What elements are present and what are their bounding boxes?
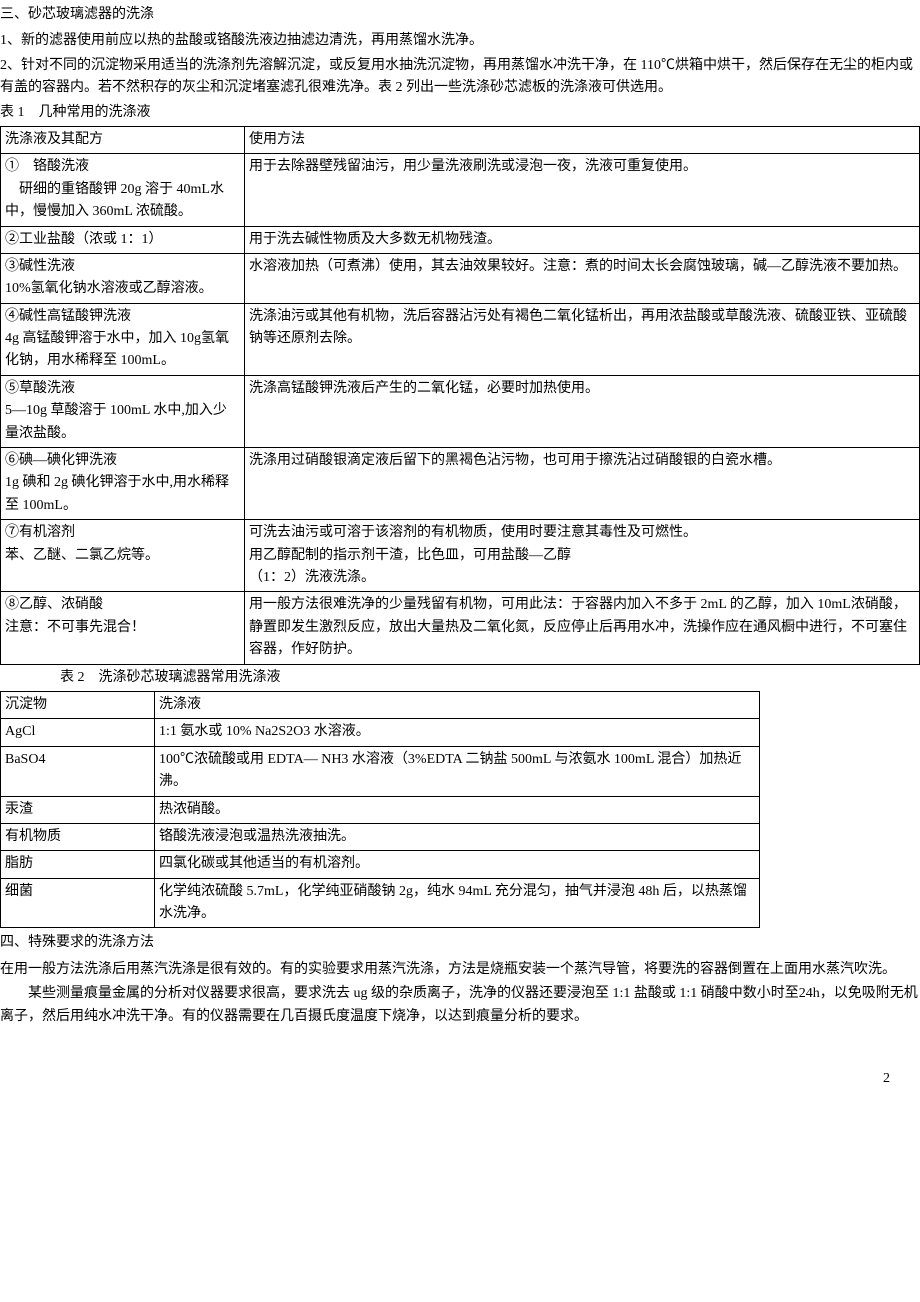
t1r2c1: ③碱性洗液 10%氢氧化钠水溶液或乙醇溶液。 (1, 253, 245, 303)
table-row: ③碱性洗液 10%氢氧化钠水溶液或乙醇溶液。水溶液加热（可煮沸）使用，其去油效果… (1, 253, 920, 303)
page-number: 2 (0, 1068, 920, 1090)
table-row: 汞渣热浓硝酸。 (1, 796, 760, 823)
table2: 沉淀物 洗涤液 AgCl1:1 氨水或 10% Na2S2O3 水溶液。 BaS… (0, 691, 760, 929)
section4-title: 四、特殊要求的洗涤方法 (0, 932, 920, 954)
table-row: AgCl1:1 氨水或 10% Na2S2O3 水溶液。 (1, 719, 760, 746)
t1r0c1: ① 铬酸洗液 研细的重铬酸钾 20g 溶于 40mL水中，慢慢加入 360mL … (1, 154, 245, 226)
t1r6c2: 可洗去油污或可溶于该溶剂的有机物质，使用时要注意其毒性及可燃性。 用乙醇配制的指… (245, 520, 920, 592)
table2-header-row: 沉淀物 洗涤液 (1, 691, 760, 718)
table-row: ⑤草酸洗液 5—10g 草酸溶于 100mL 水中,加入少量浓盐酸。洗涤高锰酸钾… (1, 375, 920, 447)
section3-item1: 1、新的滤器使用前应以热的盐酸或铬酸洗液边抽滤边清洗，再用蒸馏水洗净。 (0, 30, 920, 52)
t1r7c2: 用一般方法很难洗净的少量残留有机物，可用此法：于容器内加入不多于 2mL 的乙醇… (245, 592, 920, 664)
t2r2c1: 汞渣 (1, 796, 155, 823)
table2-caption: 表 2 洗涤砂芯玻璃滤器常用洗涤液 (60, 667, 920, 689)
t1r4c1: ⑤草酸洗液 5—10g 草酸溶于 100mL 水中,加入少量浓盐酸。 (1, 375, 245, 447)
table1-h1: 洗涤液及其配方 (1, 126, 245, 153)
t1r0c2: 用于去除器壁残留油污，用少量洗液刷洗或浸泡一夜，洗液可重复使用。 (245, 154, 920, 226)
t2r5c2: 化学纯浓硫酸 5.7mL，化学纯亚硝酸钠 2g，纯水 94mL 充分混匀，抽气并… (155, 878, 760, 928)
t2r4c2: 四氯化碳或其他适当的有机溶剂。 (155, 851, 760, 878)
t1r3c1: ④碱性高锰酸钾洗液 4g 高锰酸钾溶于水中，加入 10g氢氧化钠，用水稀释至 1… (1, 303, 245, 375)
t1r7c1: ⑧乙醇、浓硝酸 注意：不可事先混合！ (1, 592, 245, 664)
t2r3c2: 铬酸洗液浸泡或温热洗液抽洗。 (155, 823, 760, 850)
section3-item2: 2、针对不同的沉淀物采用适当的洗涤剂先溶解沉淀，或反复用水抽洗沉淀物，再用蒸馏水… (0, 55, 920, 100)
table1: 洗涤液及其配方 使用方法 ① 铬酸洗液 研细的重铬酸钾 20g 溶于 40mL水… (0, 126, 920, 665)
t1r3c2: 洗涤油污或其他有机物，洗后容器沾污处有褐色二氧化锰析出，再用浓盐酸或草酸洗液、硫… (245, 303, 920, 375)
t2r2c2: 热浓硝酸。 (155, 796, 760, 823)
t1r5c1: ⑥碘—碘化钾洗液 1g 碘和 2g 碘化钾溶于水中,用水稀释至 100mL。 (1, 448, 245, 520)
t1r1c1: ②工业盐酸（浓或 1：1） (1, 226, 245, 253)
t1r5c2: 洗涤用过硝酸银滴定液后留下的黑褐色沾污物，也可用于擦洗沾过硝酸银的白瓷水槽。 (245, 448, 920, 520)
t1r4c2: 洗涤高锰酸钾洗液后产生的二氧化锰，必要时加热使用。 (245, 375, 920, 447)
table-row: BaSO4100℃浓硫酸或用 EDTA— NH3 水溶液（3%EDTA 二钠盐 … (1, 746, 760, 796)
table-row: ④碱性高锰酸钾洗液 4g 高锰酸钾溶于水中，加入 10g氢氧化钠，用水稀释至 1… (1, 303, 920, 375)
t2r1c1: BaSO4 (1, 746, 155, 796)
t2r3c1: 有机物质 (1, 823, 155, 850)
table1-caption: 表 1 几种常用的洗涤液 (0, 102, 920, 124)
table-row: ⑦有机溶剂 苯、乙醚、二氯乙烷等。可洗去油污或可溶于该溶剂的有机物质，使用时要注… (1, 520, 920, 592)
t1r6c1: ⑦有机溶剂 苯、乙醚、二氯乙烷等。 (1, 520, 245, 592)
table-row: 有机物质铬酸洗液浸泡或温热洗液抽洗。 (1, 823, 760, 850)
t2r5c1: 细菌 (1, 878, 155, 928)
table1-h2: 使用方法 (245, 126, 920, 153)
table-row: 细菌化学纯浓硫酸 5.7mL，化学纯亚硝酸钠 2g，纯水 94mL 充分混匀，抽… (1, 878, 760, 928)
table-row: ① 铬酸洗液 研细的重铬酸钾 20g 溶于 40mL水中，慢慢加入 360mL … (1, 154, 920, 226)
t2r4c1: 脂肪 (1, 851, 155, 878)
section4-p1: 在用一般方法洗涤后用蒸汽洗涤是很有效的。有的实验要求用蒸汽洗涤，方法是烧瓶安装一… (0, 959, 920, 981)
section4-p2: 某些测量痕量金属的分析对仪器要求很高，要求洗去 ug 级的杂质离子，洗净的仪器还… (0, 983, 920, 1028)
table2-h2: 洗涤液 (155, 691, 760, 718)
table1-header-row: 洗涤液及其配方 使用方法 (1, 126, 920, 153)
t2r1c2: 100℃浓硫酸或用 EDTA— NH3 水溶液（3%EDTA 二钠盐 500mL… (155, 746, 760, 796)
t2r0c2: 1:1 氨水或 10% Na2S2O3 水溶液。 (155, 719, 760, 746)
t1r2c2: 水溶液加热（可煮沸）使用，其去油效果较好。注意：煮的时间太长会腐蚀玻璃，碱—乙醇… (245, 253, 920, 303)
t2r0c1: AgCl (1, 719, 155, 746)
table2-h1: 沉淀物 (1, 691, 155, 718)
section3-title: 三、砂芯玻璃滤器的洗涤 (0, 4, 920, 26)
table-row: ⑥碘—碘化钾洗液 1g 碘和 2g 碘化钾溶于水中,用水稀释至 100mL。洗涤… (1, 448, 920, 520)
table-row: 脂肪四氯化碳或其他适当的有机溶剂。 (1, 851, 760, 878)
table-row: ②工业盐酸（浓或 1：1）用于洗去碱性物质及大多数无机物残渣。 (1, 226, 920, 253)
table-row: ⑧乙醇、浓硝酸 注意：不可事先混合！用一般方法很难洗净的少量残留有机物，可用此法… (1, 592, 920, 664)
t1r1c2: 用于洗去碱性物质及大多数无机物残渣。 (245, 226, 920, 253)
